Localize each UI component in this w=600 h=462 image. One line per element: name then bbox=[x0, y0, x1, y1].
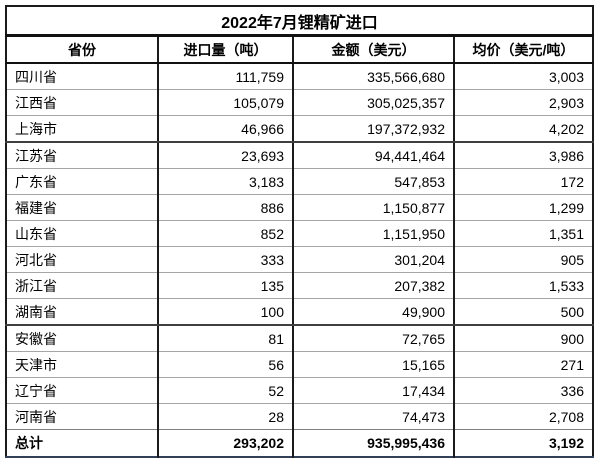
table-row: 上海市 46,966 197,372,932 4,202 bbox=[6, 115, 593, 143]
table-row: 江西省 105,079 305,025,357 2,903 bbox=[6, 89, 593, 116]
cell-avg-price: 172 bbox=[453, 168, 593, 195]
cell-avg-price: 905 bbox=[453, 246, 593, 273]
total-avg-price: 3,192 bbox=[453, 429, 593, 457]
table-row: 河北省 333 301,204 905 bbox=[6, 246, 593, 273]
table-row: 江苏省 23,693 94,441,464 3,986 bbox=[6, 141, 593, 169]
cell-volume: 105,079 bbox=[157, 89, 293, 116]
table-row: 天津市 56 15,165 271 bbox=[6, 351, 593, 378]
cell-volume: 56 bbox=[157, 351, 293, 378]
total-label: 总计 bbox=[6, 429, 158, 457]
cell-avg-price: 1,299 bbox=[453, 194, 593, 221]
cell-avg-price: 3,003 bbox=[453, 63, 593, 90]
column-header-avg-price: 均价（美元/吨） bbox=[453, 35, 593, 64]
total-amount: 935,995,436 bbox=[292, 429, 454, 457]
cell-amount: 207,382 bbox=[292, 272, 454, 299]
cell-avg-price: 1,351 bbox=[453, 220, 593, 247]
cell-province: 浙江省 bbox=[6, 272, 158, 299]
table-row: 四川省 111,759 335,566,680 3,003 bbox=[6, 63, 593, 90]
cell-volume: 81 bbox=[157, 324, 293, 352]
cell-avg-price: 2,708 bbox=[453, 403, 593, 430]
cell-volume: 28 bbox=[157, 403, 293, 430]
cell-amount: 94,441,464 bbox=[292, 141, 454, 169]
cell-volume: 52 bbox=[157, 377, 293, 404]
cell-province: 天津市 bbox=[6, 351, 158, 378]
cell-volume: 111,759 bbox=[157, 63, 293, 90]
cell-amount: 49,900 bbox=[292, 298, 454, 326]
table-row: 山东省 852 1,151,950 1,351 bbox=[6, 220, 593, 247]
cell-province: 辽宁省 bbox=[6, 377, 158, 404]
cell-amount: 547,853 bbox=[292, 168, 454, 195]
table-header-row: 省份 进口量（吨） 金额（美元） 均价（美元/吨） bbox=[6, 35, 593, 64]
column-header-amount: 金额（美元） bbox=[292, 35, 454, 64]
table-row: 广东省 3,183 547,853 172 bbox=[6, 168, 593, 195]
cell-avg-price: 336 bbox=[453, 377, 593, 404]
cell-province: 河南省 bbox=[6, 403, 158, 430]
cell-amount: 15,165 bbox=[292, 351, 454, 378]
column-header-volume: 进口量（吨） bbox=[157, 35, 293, 64]
cell-volume: 852 bbox=[157, 220, 293, 247]
cell-amount: 17,434 bbox=[292, 377, 454, 404]
cell-amount: 74,473 bbox=[292, 403, 454, 430]
table-row: 浙江省 135 207,382 1,533 bbox=[6, 272, 593, 299]
table-row: 辽宁省 52 17,434 336 bbox=[6, 377, 593, 404]
cell-volume: 3,183 bbox=[157, 168, 293, 195]
cell-volume: 333 bbox=[157, 246, 293, 273]
cell-volume: 23,693 bbox=[157, 141, 293, 169]
cell-province: 江西省 bbox=[6, 89, 158, 116]
cell-avg-price: 3,986 bbox=[453, 141, 593, 169]
cell-province: 江苏省 bbox=[6, 141, 158, 169]
cell-province: 河北省 bbox=[6, 246, 158, 273]
cell-province: 安徽省 bbox=[6, 324, 158, 352]
cell-avg-price: 4,202 bbox=[453, 115, 593, 143]
cell-amount: 301,204 bbox=[292, 246, 454, 273]
cell-province: 山东省 bbox=[6, 220, 158, 247]
cell-amount: 1,151,950 bbox=[292, 220, 454, 247]
cell-amount: 335,566,680 bbox=[292, 63, 454, 90]
table-title: 2022年7月锂精矿进口 bbox=[6, 6, 593, 37]
cell-avg-price: 900 bbox=[453, 324, 593, 352]
table-row: 安徽省 81 72,765 900 bbox=[6, 324, 593, 352]
cell-volume: 46,966 bbox=[157, 115, 293, 143]
cell-volume: 135 bbox=[157, 272, 293, 299]
table-title-row: 2022年7月锂精矿进口 bbox=[6, 6, 593, 37]
table-row: 湖南省 100 49,900 500 bbox=[6, 298, 593, 326]
table-row: 河南省 28 74,473 2,708 bbox=[6, 403, 593, 430]
cell-province: 广东省 bbox=[6, 168, 158, 195]
cell-avg-price: 1,533 bbox=[453, 272, 593, 299]
table-total-row: 总计 293,202 935,995,436 3,192 bbox=[6, 429, 593, 457]
total-volume: 293,202 bbox=[157, 429, 293, 457]
cell-volume: 886 bbox=[157, 194, 293, 221]
cell-avg-price: 271 bbox=[453, 351, 593, 378]
table-row: 福建省 886 1,150,877 1,299 bbox=[6, 194, 593, 221]
cell-amount: 197,372,932 bbox=[292, 115, 454, 143]
cell-province: 湖南省 bbox=[6, 298, 158, 326]
column-header-province: 省份 bbox=[6, 35, 158, 64]
cell-volume: 100 bbox=[157, 298, 293, 326]
cell-province: 上海市 bbox=[6, 115, 158, 143]
cell-amount: 1,150,877 bbox=[292, 194, 454, 221]
lithium-import-table: 2022年7月锂精矿进口 省份 进口量（吨） 金额（美元） 均价（美元/吨） 四… bbox=[5, 5, 594, 458]
cell-avg-price: 500 bbox=[453, 298, 593, 326]
cell-amount: 305,025,357 bbox=[292, 89, 454, 116]
cell-province: 四川省 bbox=[6, 63, 158, 90]
cell-avg-price: 2,903 bbox=[453, 89, 593, 116]
cell-amount: 72,765 bbox=[292, 324, 454, 352]
cell-province: 福建省 bbox=[6, 194, 158, 221]
